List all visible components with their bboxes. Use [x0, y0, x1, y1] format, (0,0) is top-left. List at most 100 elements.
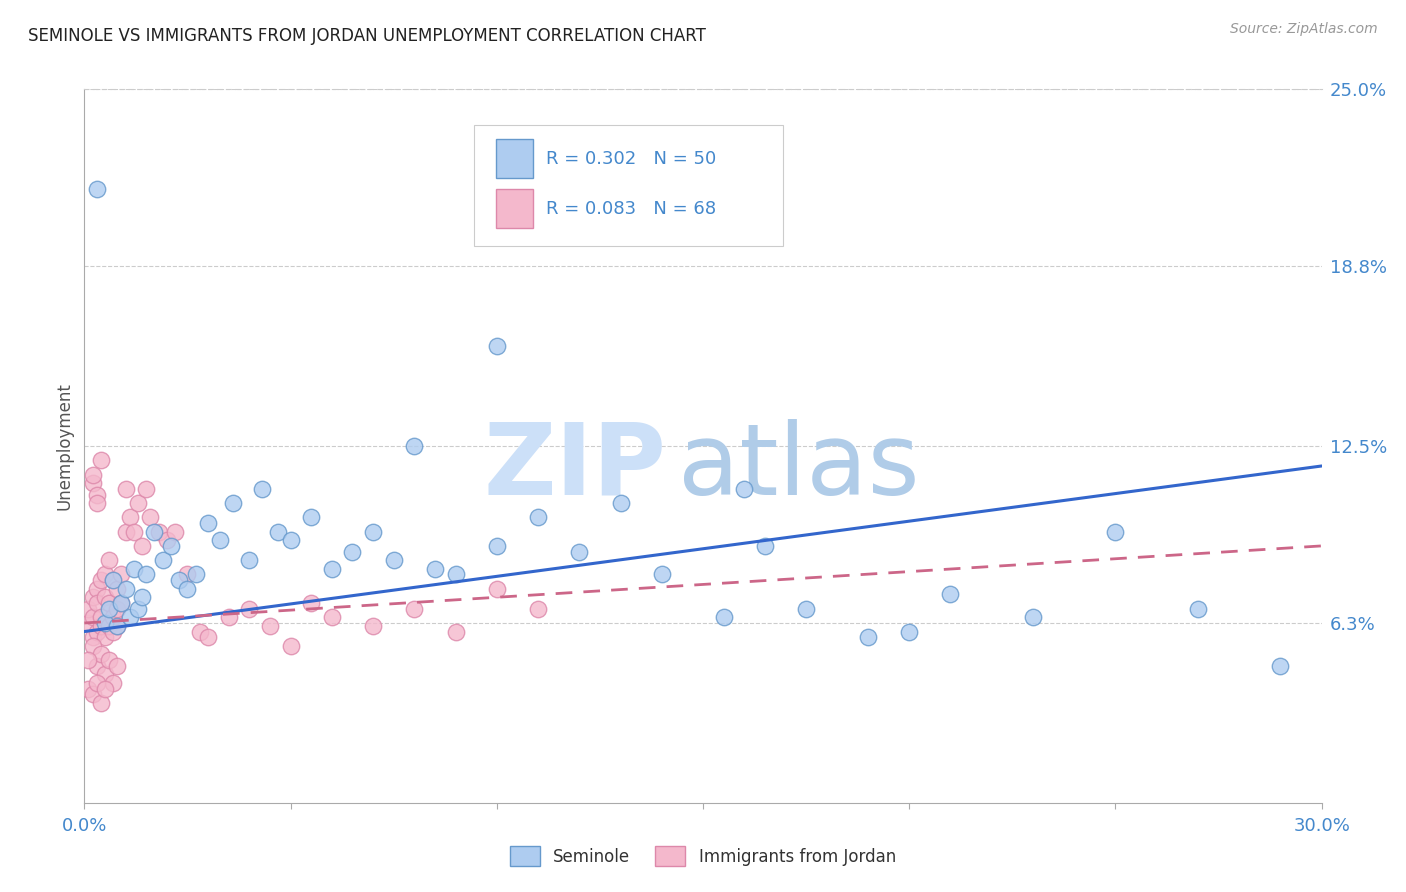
Point — [98, 553, 121, 567]
Text: ZIP: ZIP — [484, 419, 666, 516]
Point — [122, 524, 145, 539]
Point — [222, 496, 245, 510]
Point — [423, 562, 446, 576]
Point — [188, 624, 211, 639]
Point — [94, 591, 117, 605]
Point — [167, 573, 190, 587]
Text: R = 0.302   N = 50: R = 0.302 N = 50 — [546, 150, 716, 168]
Point — [444, 624, 467, 639]
Point — [485, 539, 508, 553]
Point — [82, 591, 104, 605]
Point — [103, 624, 125, 639]
Point — [342, 544, 364, 558]
Point — [98, 619, 121, 633]
Point — [110, 596, 132, 610]
Point — [1104, 524, 1126, 539]
Point — [105, 582, 128, 596]
Point — [114, 524, 136, 539]
Point — [444, 567, 467, 582]
Text: SEMINOLE VS IMMIGRANTS FROM JORDAN UNEMPLOYMENT CORRELATION CHART: SEMINOLE VS IMMIGRANTS FROM JORDAN UNEMP… — [28, 27, 706, 45]
Point — [105, 619, 128, 633]
Point — [527, 601, 550, 615]
Point — [82, 639, 104, 653]
Point — [77, 653, 100, 667]
Point — [90, 573, 112, 587]
Point — [103, 573, 125, 587]
Point — [103, 676, 125, 690]
Point — [898, 624, 921, 639]
Point — [197, 516, 219, 530]
Point — [86, 582, 108, 596]
Legend: Seminole, Immigrants from Jordan: Seminole, Immigrants from Jordan — [503, 839, 903, 873]
Point — [105, 619, 128, 633]
Point — [98, 596, 121, 610]
Point — [361, 619, 384, 633]
Point — [733, 482, 755, 496]
Point — [110, 567, 132, 582]
Point — [110, 596, 132, 610]
Point — [609, 496, 631, 510]
Point — [86, 658, 108, 673]
Point — [86, 487, 108, 501]
Point — [86, 182, 108, 196]
Point — [122, 562, 145, 576]
Point — [259, 619, 281, 633]
Point — [856, 630, 879, 644]
Point — [568, 544, 591, 558]
Point — [651, 567, 673, 582]
Point — [77, 615, 100, 630]
Point — [135, 482, 157, 496]
Point — [485, 582, 508, 596]
Point — [1022, 610, 1045, 624]
Point — [176, 582, 198, 596]
Point — [86, 676, 108, 690]
Point — [197, 630, 219, 644]
Point — [127, 601, 149, 615]
Point — [94, 681, 117, 696]
Text: atlas: atlas — [678, 419, 920, 516]
Point — [238, 553, 260, 567]
Point — [127, 496, 149, 510]
Point — [86, 496, 108, 510]
Text: Source: ZipAtlas.com: Source: ZipAtlas.com — [1230, 22, 1378, 37]
Point — [156, 533, 179, 548]
Point — [250, 482, 273, 496]
Point — [82, 610, 104, 624]
Bar — [496, 139, 533, 178]
Y-axis label: Unemployment: Unemployment — [55, 382, 73, 510]
Point — [148, 524, 170, 539]
Point — [131, 591, 153, 605]
Point — [82, 630, 104, 644]
Point — [131, 539, 153, 553]
Point — [794, 601, 817, 615]
Point — [160, 539, 183, 553]
Point — [165, 524, 187, 539]
Point — [1270, 658, 1292, 673]
Point — [103, 610, 125, 624]
Point — [90, 619, 112, 633]
Point — [184, 567, 207, 582]
Point — [90, 648, 112, 662]
Text: R = 0.083   N = 68: R = 0.083 N = 68 — [546, 200, 716, 218]
Point — [103, 573, 125, 587]
Point — [105, 658, 128, 673]
Point — [94, 630, 117, 644]
Point — [382, 553, 405, 567]
Point — [82, 476, 104, 491]
Point — [176, 567, 198, 582]
Point — [86, 624, 108, 639]
Point — [209, 533, 232, 548]
Point — [118, 610, 141, 624]
Point — [238, 601, 260, 615]
Point — [98, 601, 121, 615]
Point — [82, 467, 104, 482]
Point — [1187, 601, 1209, 615]
Point — [404, 439, 426, 453]
Bar — [474, 125, 783, 246]
Bar — [496, 189, 533, 228]
Point — [94, 567, 117, 582]
Point — [77, 681, 100, 696]
Point — [114, 482, 136, 496]
Point — [404, 601, 426, 615]
Point — [754, 539, 776, 553]
